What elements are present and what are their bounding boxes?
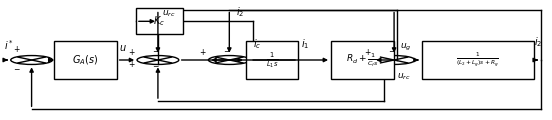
- FancyBboxPatch shape: [136, 8, 183, 34]
- Text: −: −: [224, 47, 230, 56]
- Text: $\frac{1}{L_1 s}$: $\frac{1}{L_1 s}$: [266, 50, 278, 70]
- Text: +: +: [128, 60, 134, 69]
- Text: −: −: [388, 47, 395, 56]
- FancyBboxPatch shape: [422, 41, 534, 79]
- Text: $u_{rc}$: $u_{rc}$: [162, 8, 176, 19]
- Text: +: +: [13, 45, 20, 54]
- Text: $K_c$: $K_c$: [153, 14, 165, 28]
- Text: −: −: [152, 62, 158, 71]
- Text: $u$: $u$: [119, 43, 127, 53]
- Text: $i_2$: $i_2$: [534, 35, 542, 49]
- FancyBboxPatch shape: [246, 41, 298, 79]
- Text: −: −: [13, 65, 20, 74]
- Text: +: +: [364, 48, 370, 57]
- Text: +: +: [128, 48, 134, 57]
- Text: −: −: [152, 47, 158, 56]
- Text: $R_d+\frac{1}{C_f s}$: $R_d+\frac{1}{C_f s}$: [346, 51, 379, 69]
- FancyBboxPatch shape: [54, 41, 116, 79]
- Text: +: +: [199, 48, 206, 57]
- Text: $i_1$: $i_1$: [301, 37, 309, 51]
- Text: $i_c$: $i_c$: [253, 37, 261, 51]
- Text: $u_{rc}$: $u_{rc}$: [397, 72, 411, 82]
- Text: $G_A(s)$: $G_A(s)$: [72, 53, 98, 67]
- Text: $i_2$: $i_2$: [236, 5, 244, 19]
- Text: $u_g$: $u_g$: [400, 42, 411, 53]
- Text: $i^*$: $i^*$: [4, 38, 14, 52]
- Text: $\frac{1}{(L_2+L_g)s+R_g}$: $\frac{1}{(L_2+L_g)s+R_g}$: [457, 51, 500, 69]
- FancyBboxPatch shape: [331, 41, 394, 79]
